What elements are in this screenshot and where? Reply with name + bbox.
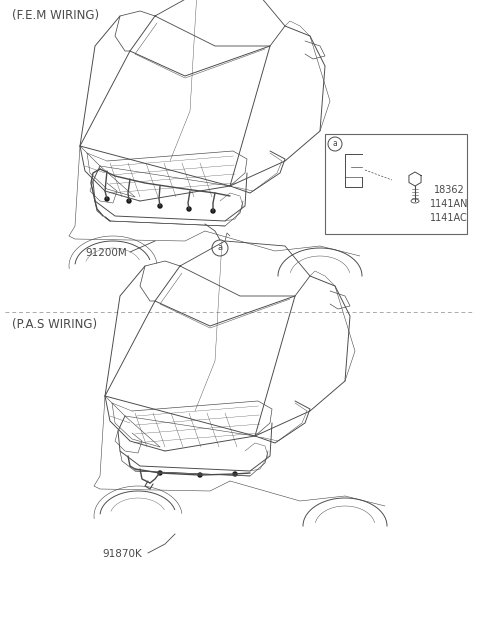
Circle shape [198,473,202,477]
Circle shape [211,209,215,213]
Circle shape [233,472,237,476]
Circle shape [187,207,191,211]
Bar [325,134,467,234]
Circle shape [105,197,109,201]
Text: 91870K: 91870K [102,549,142,559]
Text: a: a [333,140,337,148]
Text: (P.A.S WIRING): (P.A.S WIRING) [12,318,97,331]
Circle shape [158,204,162,208]
Text: 18362
1141AN
1141AC: 18362 1141AN 1141AC [430,185,468,223]
Text: a: a [217,244,223,252]
Text: 91200M: 91200M [85,248,127,258]
Circle shape [127,199,131,203]
Text: (F.E.M WIRING): (F.E.M WIRING) [12,9,99,22]
Circle shape [158,471,162,475]
